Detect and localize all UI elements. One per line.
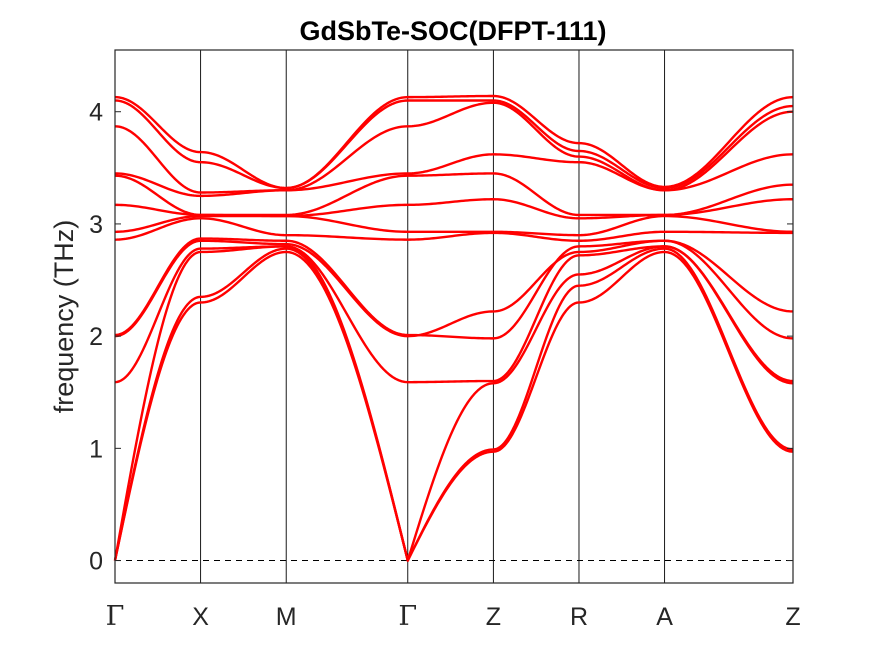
x-tick-label: Z xyxy=(486,603,501,631)
band-line-14 xyxy=(114,94,794,190)
x-tick-label: R xyxy=(570,603,588,631)
chart-title: GdSbTe-SOC(DFPT-111) xyxy=(299,16,606,46)
band-line-6 xyxy=(114,237,794,340)
plot-frame xyxy=(114,49,794,584)
x-tick-label: Γ xyxy=(398,601,417,632)
y-tick-label: 0 xyxy=(89,548,103,576)
x-tick-label: M xyxy=(276,603,297,631)
phonon-bands xyxy=(113,94,794,562)
band-line-2 xyxy=(113,247,794,562)
y-tick-label: 3 xyxy=(89,211,103,239)
x-tick-label: A xyxy=(656,603,673,631)
y-axis-ticks: 0 1 2 3 4 xyxy=(89,99,793,576)
y-tick-label: 1 xyxy=(89,435,103,463)
band-line-13 xyxy=(114,99,794,190)
x-tick-label: Γ xyxy=(106,601,125,632)
band-line-4 xyxy=(114,245,794,384)
high-symmetry-lines xyxy=(200,50,666,583)
y-axis-label: frequency (THz) xyxy=(49,220,79,414)
band-line-3 xyxy=(113,245,794,562)
band-line-10 xyxy=(114,172,794,217)
band-line-7 xyxy=(114,217,793,242)
y-tick-label: 4 xyxy=(89,99,103,127)
x-tick-label: Z xyxy=(785,603,800,631)
band-line-12 xyxy=(114,101,794,194)
y-tick-label: 2 xyxy=(89,323,103,351)
x-tick-label: X xyxy=(192,603,209,631)
